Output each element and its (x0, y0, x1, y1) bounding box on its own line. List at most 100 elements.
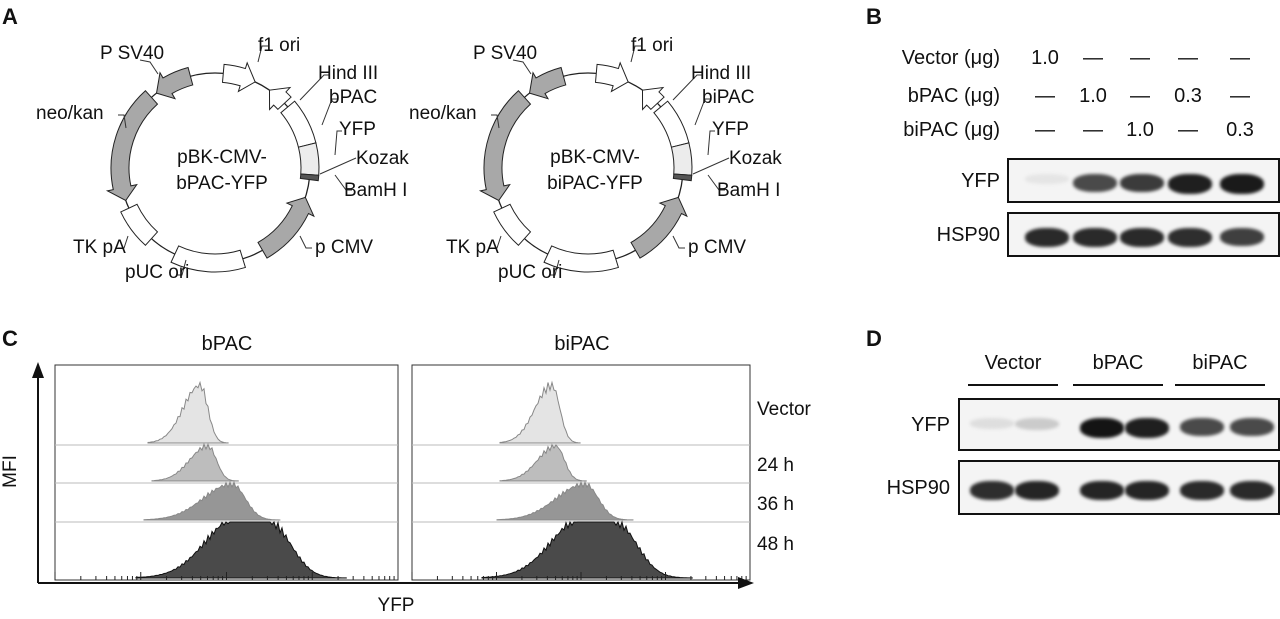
b-hsp90-label: HSP90 (936, 223, 1000, 246)
leader-line (139, 59, 159, 75)
label-kozak: Kozak (356, 148, 409, 169)
dose-value: — (1083, 119, 1103, 141)
band (970, 417, 1014, 429)
leader-line (257, 45, 268, 63)
plasmid-name-line2: biPAC-YFP (547, 173, 643, 194)
label-bamh-i: BamH I (717, 180, 781, 201)
label-tk-pa: TK pA (446, 237, 499, 258)
dose-value: 1.0 (1031, 47, 1059, 69)
puc-ori-segment (170, 245, 247, 273)
group-underline (968, 384, 1058, 386)
f1-ori-segment (221, 61, 256, 93)
band (1168, 227, 1212, 247)
tk-pa-segment (120, 203, 159, 246)
x-axis-arrow-icon (738, 577, 754, 589)
condition-row-label: Vector (μg) (901, 47, 1000, 69)
label-insert: biPAC (702, 87, 755, 108)
x-axis-label: YFP (377, 595, 415, 616)
histogram-vector (147, 380, 229, 444)
histogram-vector (499, 380, 581, 444)
label-yfp: YFP (712, 119, 749, 140)
group-title-bipac: biPAC (554, 333, 610, 355)
dose-value: 0.3 (1226, 119, 1254, 141)
leader-line (334, 130, 342, 156)
band (1230, 417, 1274, 436)
group-header: Vector (984, 352, 1042, 374)
label-tk-pa: TK pA (73, 237, 126, 258)
band (1080, 480, 1124, 500)
dose-value: 1.0 (1079, 85, 1107, 107)
panel-label-a: A (2, 4, 18, 29)
leader-line (512, 59, 532, 75)
band (1230, 480, 1274, 500)
band (1125, 417, 1169, 438)
label-p-cmv: p CMV (315, 237, 374, 258)
plasmid-name-line2: bPAC-YFP (176, 173, 268, 194)
leader-line (692, 157, 730, 175)
plasmid-diagram-1 (478, 45, 730, 276)
dose-value: — (1130, 85, 1150, 107)
label-bamh-i: BamH I (344, 180, 408, 201)
condition-36h: 36 h (757, 494, 794, 515)
dose-value: 0.3 (1174, 85, 1202, 107)
condition-row-label: biPAC (μg) (903, 119, 1000, 141)
tk-pa-segment (493, 203, 532, 246)
band (1120, 173, 1164, 192)
panel-label-d: D (866, 326, 882, 351)
dose-value: — (1178, 47, 1198, 69)
dose-value: — (1178, 119, 1198, 141)
leader-line (321, 98, 338, 126)
histogram-48h (481, 520, 693, 579)
leader-line (176, 259, 187, 276)
histogram-36h (496, 480, 634, 521)
label-hind-iii: Hind III (318, 63, 379, 84)
dose-value: — (1035, 85, 1055, 107)
y-axis-label: MFI (0, 455, 21, 488)
band (1015, 480, 1059, 500)
plasmid-name-line1: pBK-CMV- (177, 147, 267, 168)
group-header: bPAC (1092, 352, 1144, 374)
leader-line (549, 259, 560, 276)
label-neo-kan: neo/kan (409, 103, 477, 124)
histogram-24h (151, 442, 239, 482)
leader-line (299, 74, 330, 101)
y-axis-arrow-icon (32, 362, 44, 378)
group-title-bpac: bPAC (201, 333, 253, 355)
label-puc-ori: pUC ori (125, 262, 190, 283)
plasmid-diagram-0 (105, 45, 357, 276)
group-header: biPAC (1192, 352, 1248, 374)
kozak-segment (672, 173, 693, 182)
label-neo-kan: neo/kan (36, 103, 104, 124)
dose-value: — (1230, 47, 1250, 69)
neo-kan-arrow (105, 90, 159, 202)
b-yfp-label: YFP (961, 169, 1000, 192)
condition-vector: Vector (757, 399, 811, 420)
label-f1-ori: f1 ori (258, 35, 301, 56)
leader-line (707, 130, 715, 156)
plasmid-map-bpac: P SV40 f1 ori Hind III bPAC YFP Kozak Ba… (0, 0, 430, 300)
leader-line (491, 235, 502, 249)
leader-line (319, 157, 357, 175)
leader-line (118, 114, 127, 129)
band (970, 480, 1014, 500)
band (1025, 227, 1069, 247)
histogram-panel-bPAC (54, 364, 399, 581)
hind-iii-arrow (641, 86, 665, 111)
label-yfp: YFP (339, 119, 376, 140)
band (1120, 227, 1164, 247)
label-kozak: Kozak (729, 148, 782, 169)
label-puc-ori: pUC ori (498, 262, 563, 283)
plasmid-map-bipac: P SV40 f1 ori Hind III biPAC YFP Kozak B… (373, 0, 803, 300)
condition-24h: 24 h (757, 455, 794, 476)
band (1180, 417, 1224, 436)
label-insert: bPAC (329, 87, 378, 108)
p-cmv-arrow (257, 196, 315, 259)
hind-iii-arrow (268, 86, 292, 111)
f1-ori-segment (594, 61, 629, 93)
dose-value: — (1130, 47, 1150, 69)
label-f1-ori: f1 ori (631, 35, 674, 56)
panel-label-b: B (866, 4, 882, 29)
leader-line (707, 174, 725, 191)
